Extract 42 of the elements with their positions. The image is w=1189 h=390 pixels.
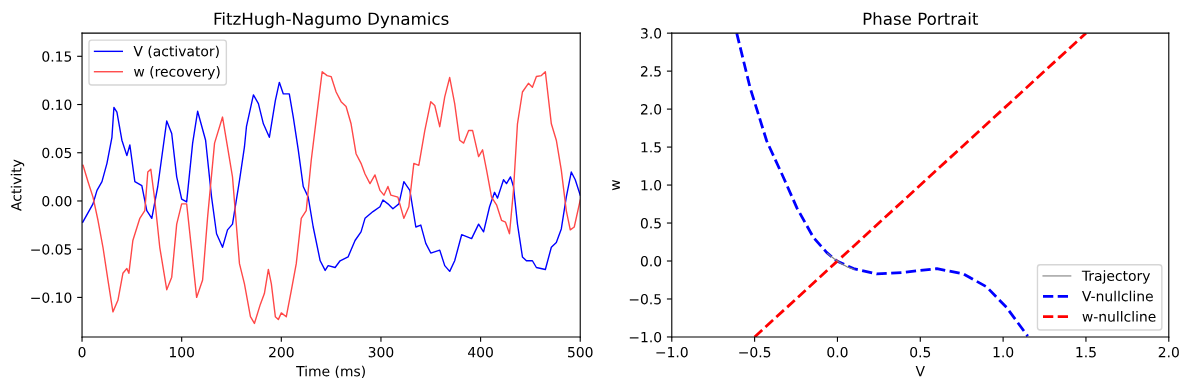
y-axis-title: w — [612, 179, 620, 191]
x-axis-title: Time (ms) — [296, 365, 365, 379]
line-series — [82, 81, 581, 273]
x-tick-label: −1.0 — [656, 346, 688, 358]
x-tick-label: 0.0 — [827, 346, 848, 358]
x-tick-label: 100 — [169, 346, 195, 358]
y-tick-label: 0.5 — [640, 218, 661, 229]
x-tick-label: 0.5 — [910, 346, 931, 358]
y-tick-label: −0.10 — [31, 292, 72, 303]
x-tick-label: 400 — [468, 346, 493, 358]
x-axis-title: V — [915, 366, 925, 377]
y-tick-label: 1.5 — [641, 142, 661, 153]
y-tick-label: −1.0 — [629, 331, 662, 343]
y-tick-label: 3.0 — [641, 28, 662, 39]
x-tick-label: 1.0 — [993, 346, 1014, 358]
legend-label: w-nullcline — [1082, 311, 1156, 322]
y-tick-label: 2.0 — [640, 104, 662, 115]
x-tick-label: 300 — [368, 346, 394, 358]
legend-label: Trajectory — [1081, 270, 1151, 284]
line-series — [826, 252, 855, 270]
y-tick-label: −0.05 — [31, 244, 72, 255]
legend-label: V (activator) — [133, 45, 219, 59]
x-tick-label: −0.5 — [739, 346, 771, 358]
y-tick-label: 0.0 — [640, 255, 662, 267]
x-tick-label: 200 — [269, 346, 294, 358]
x-tick-label: 0 — [78, 346, 86, 358]
y-tick-label: 0.10 — [42, 99, 72, 110]
y-axis-title: Activity — [10, 159, 25, 211]
chart-title: FitzHugh-Nagumo Dynamics — [214, 12, 449, 29]
y-tick-label: −0.5 — [629, 293, 661, 305]
x-tick-label: 1.5 — [1076, 347, 1096, 358]
x-tick-label: 500 — [568, 346, 593, 358]
y-tick-label: 0.00 — [42, 195, 72, 207]
y-tick-label: 1.0 — [641, 180, 662, 191]
y-tick-label: 0.15 — [42, 51, 72, 62]
y-tick-label: 2.5 — [640, 66, 661, 77]
legend-label: w (recovery) — [134, 66, 220, 80]
line-series — [735, 33, 1030, 337]
y-tick-label: 0.05 — [42, 147, 72, 159]
chart-title: Phase Portrait — [863, 12, 979, 26]
x-tick-label: 2.0 — [1158, 346, 1179, 358]
legend-label: V-nullcline — [1082, 290, 1153, 302]
